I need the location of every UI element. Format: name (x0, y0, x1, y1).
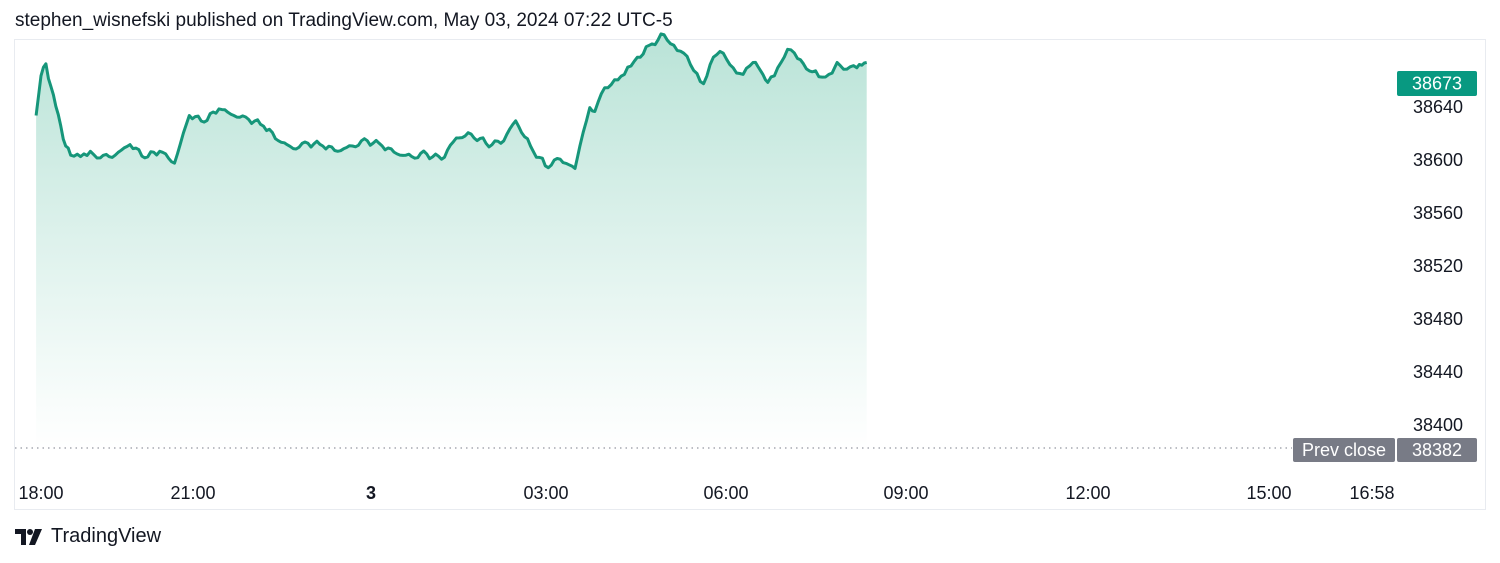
y-tick-label: 38400 (1413, 415, 1463, 435)
y-tick-label: 38560 (1413, 203, 1463, 223)
x-tick-label: 12:00 (1065, 483, 1110, 503)
x-tick-label: 09:00 (883, 483, 928, 503)
price-series-line (34, 32, 868, 170)
x-tick-label: 21:00 (170, 483, 215, 503)
prev-close-tag-text: Prev close (1302, 440, 1386, 460)
y-tick-label: 38600 (1413, 150, 1463, 170)
y-tick-label: 38480 (1413, 309, 1463, 329)
prev-close-value: 38382 (1397, 438, 1477, 462)
last-price-label: 38673 (1397, 71, 1477, 96)
chart-frame (14, 39, 1486, 510)
x-tick-label: 16:58 (1349, 483, 1394, 503)
y-tick-label: 38520 (1413, 256, 1463, 276)
x-tick-label: 06:00 (703, 483, 748, 503)
prev-close-tag: Prev close (1293, 438, 1395, 462)
footer: TradingView (15, 525, 161, 548)
price-area-fill (36, 33, 867, 449)
x-tick-label: 03:00 (523, 483, 568, 503)
x-tick-label: 18:00 (18, 483, 63, 503)
publisher-caption: stephen_wisnefski published on TradingVi… (15, 10, 673, 31)
tradingview-logo-icon (15, 528, 42, 545)
last-price-label-text: 38673 (1412, 74, 1462, 94)
x-tick-label: 3 (366, 483, 376, 503)
y-tick-label: 38640 (1413, 97, 1463, 117)
x-tick-label: 15:00 (1246, 483, 1291, 503)
y-tick-label: 38440 (1413, 362, 1463, 382)
prev-close-value-text: 38382 (1412, 440, 1462, 460)
brand-name: TradingView (51, 525, 162, 547)
